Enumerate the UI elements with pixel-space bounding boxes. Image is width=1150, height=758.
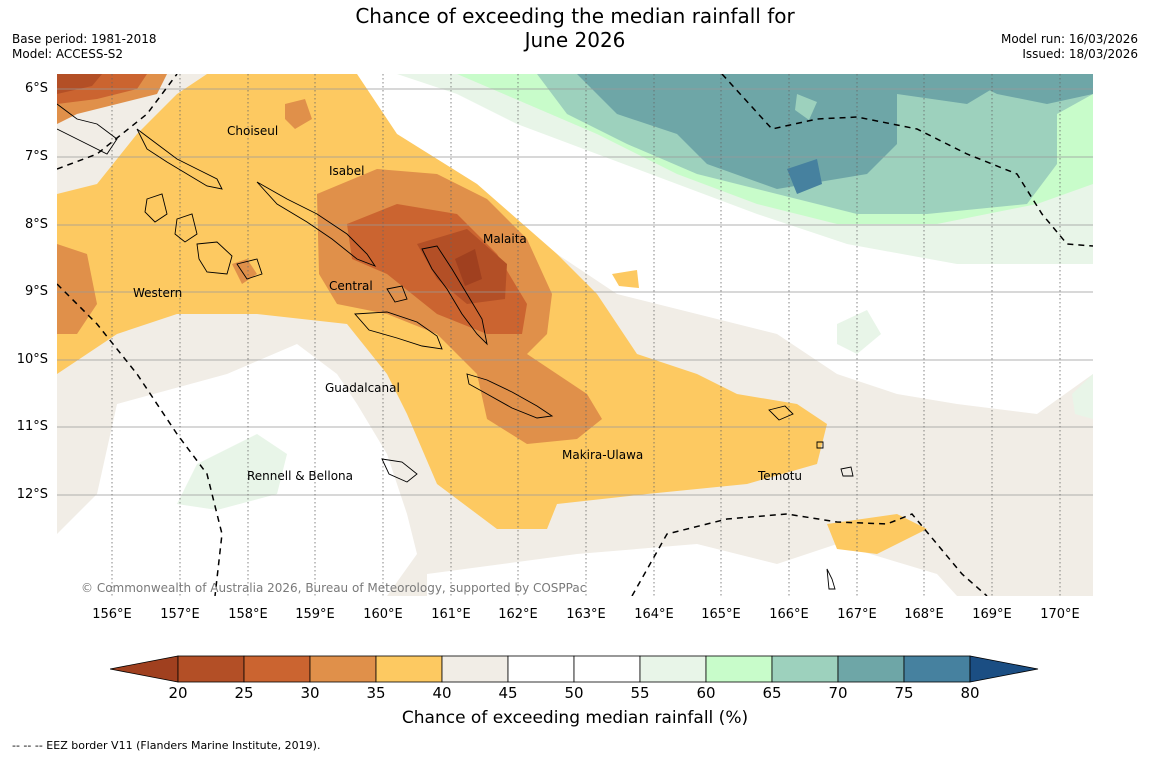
colorbar-tick: 45	[498, 684, 518, 702]
region-label-western: Western	[133, 286, 182, 300]
lon-label: 160°E	[363, 607, 403, 622]
lon-label: 159°E	[295, 607, 335, 622]
colorbar-swatch	[507, 655, 575, 683]
model-name: Model: ACCESS-S2	[12, 47, 124, 61]
colorbar-tick: 70	[828, 684, 848, 702]
lon-label: 167°E	[837, 607, 877, 622]
map-title: Chance of exceeding the median rainfall …	[0, 4, 1150, 52]
colorbar-swatch	[969, 655, 1039, 683]
colorbar-swatch	[705, 655, 773, 683]
region-label-central: Central	[329, 279, 373, 293]
issued-date: Issued: 18/03/2026	[1022, 47, 1138, 61]
region-label-rennell-bellona: Rennell & Bellona	[247, 469, 353, 483]
colorbar-tick: 55	[630, 684, 650, 702]
colorbar-tick: 60	[696, 684, 716, 702]
colorbar-swatch	[375, 655, 443, 683]
region-label-guadalcanal: Guadalcanal	[325, 381, 400, 395]
lon-label: 162°E	[498, 607, 538, 622]
lat-label: 7°S	[24, 149, 48, 164]
region-label-temotu: Temotu	[757, 469, 802, 483]
base-period: Base period: 1981-2018	[12, 32, 157, 46]
colorbar-tick: 25	[234, 684, 254, 702]
meta-left: Base period: 1981-2018 Model: ACCESS-S2	[12, 32, 157, 62]
title-line-2: June 2026	[524, 28, 626, 52]
lon-label: 166°E	[769, 607, 809, 622]
region-label-isabel: Isabel	[329, 164, 364, 178]
colorbar	[110, 655, 1039, 683]
colorbar-tick: 35	[366, 684, 386, 702]
colorbar-tick: 40	[432, 684, 452, 702]
colorbar-swatch	[309, 655, 377, 683]
colorbar-tick: 50	[564, 684, 584, 702]
meta-right: Model run: 16/03/2026 Issued: 18/03/2026	[1001, 32, 1138, 62]
lat-label: 11°S	[16, 419, 48, 434]
title-line-1: Chance of exceeding the median rainfall …	[355, 4, 795, 28]
copyright-text: © Commonwealth of Australia 2026, Bureau…	[81, 581, 586, 595]
colorbar-swatch	[837, 655, 905, 683]
colorbar-swatch	[441, 655, 509, 683]
colorbar-swatch	[639, 655, 707, 683]
lat-label: 10°S	[16, 352, 48, 367]
region-label-makira-ulawa: Makira-Ulawa	[562, 448, 643, 462]
region-label-malaita: Malaita	[483, 232, 527, 246]
eez-legend-note: -- -- -- EEZ border V11 (Flanders Marine…	[12, 739, 321, 752]
lon-label: 168°E	[904, 607, 944, 622]
lon-label: 165°E	[701, 607, 741, 622]
lon-label: 161°E	[431, 607, 471, 622]
region-label-choiseul: Choiseul	[227, 124, 278, 138]
colorbar-swatch	[903, 655, 971, 683]
lon-label: 158°E	[228, 607, 268, 622]
colorbar-swatch	[573, 655, 641, 683]
lon-label: 169°E	[972, 607, 1012, 622]
lon-label: 170°E	[1040, 607, 1080, 622]
lon-label: 157°E	[160, 607, 200, 622]
colorbar-tick: 65	[762, 684, 782, 702]
colorbar-tick: 30	[300, 684, 320, 702]
lon-label: 156°E	[92, 607, 132, 622]
rainfall-map: Choiseul Isabel Malaita Western Central …	[57, 74, 1093, 596]
lon-label: 163°E	[566, 607, 606, 622]
lon-label: 164°E	[634, 607, 674, 622]
model-run: Model run: 16/03/2026	[1000, 32, 1138, 46]
lat-label: 8°S	[24, 217, 48, 232]
colorbar-swatch	[177, 655, 245, 683]
colorbar-tick: 75	[894, 684, 914, 702]
colorbar-tick: 20	[168, 684, 188, 702]
lat-label: 12°S	[16, 487, 48, 502]
lat-label: 9°S	[24, 284, 48, 299]
colorbar-tick: 80	[960, 684, 980, 702]
colorbar-swatch	[110, 655, 179, 683]
colorbar-swatch	[243, 655, 311, 683]
colorbar-swatch	[771, 655, 839, 683]
lat-label: 6°S	[24, 81, 48, 96]
colorbar-label: Chance of exceeding median rainfall (%)	[401, 708, 749, 728]
